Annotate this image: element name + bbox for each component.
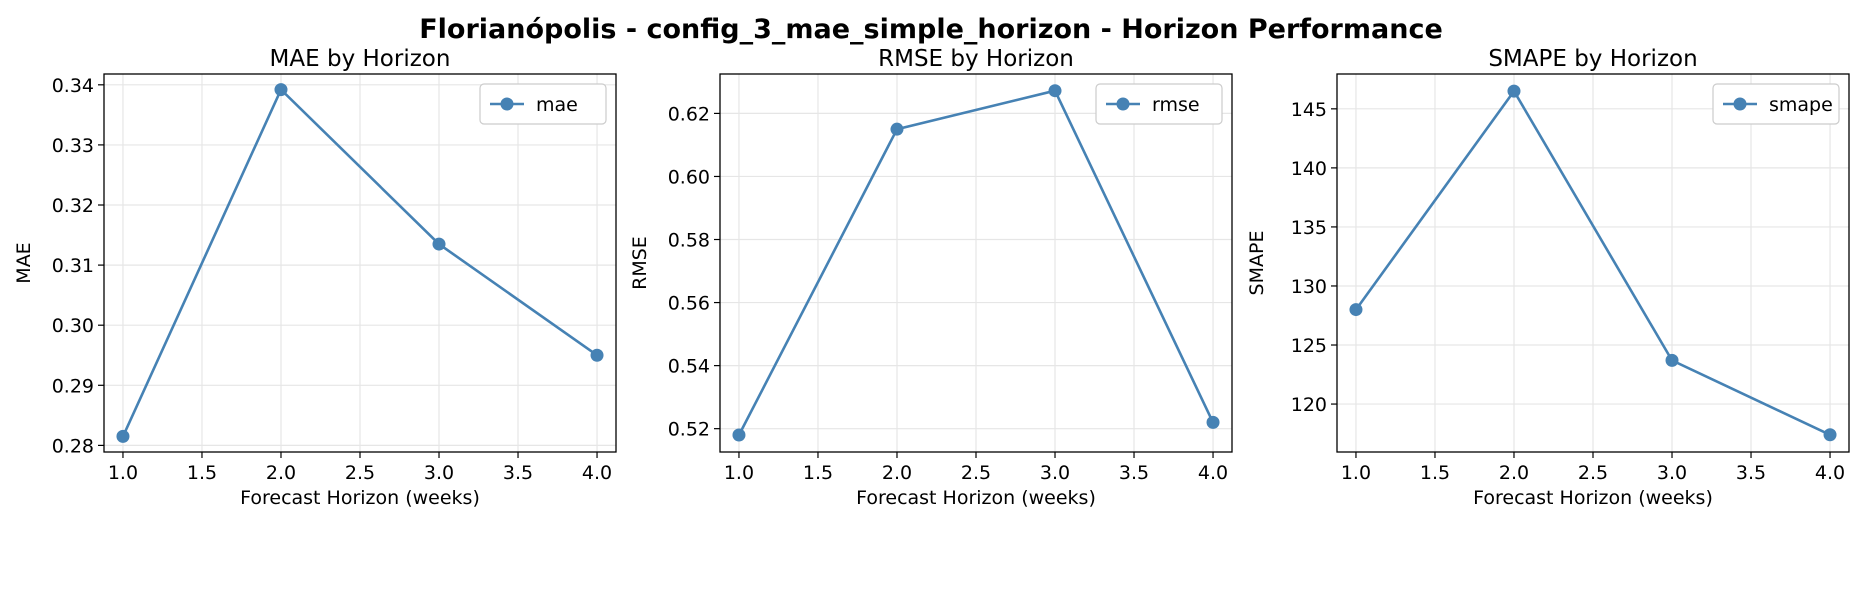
y-tick-label: 0.31	[52, 255, 94, 277]
y-axis-label: SMAPE	[1246, 231, 1268, 296]
x-tick-label: 3.0	[1040, 462, 1070, 484]
x-tick-label: 4.0	[1815, 462, 1845, 484]
chart-panel-1: 1.0 1.5 2.0 2.5 3.0 3.5 4.0 0.28 0.29 0.30 0.31 0.3…	[13, 46, 617, 509]
y-tick-label: 0.58	[668, 230, 710, 252]
x-tick-label: 1.0	[108, 462, 138, 484]
data-point	[1507, 84, 1521, 98]
series-line	[121, 87, 598, 437]
y-tick-label: 0.56	[668, 293, 710, 315]
legend: smape	[1712, 83, 1840, 125]
data-point	[1823, 428, 1837, 442]
x-tick-label: 4.0	[1198, 462, 1228, 484]
x-tick-label: 2.5	[345, 462, 375, 484]
data-point	[590, 348, 604, 362]
y-tick-label: 0.62	[668, 103, 710, 125]
y-tick-label: 135	[1291, 217, 1327, 239]
x-tick-label: 3.5	[503, 462, 533, 484]
legend: mae	[479, 83, 607, 125]
x-tick-label: 3.5	[1736, 462, 1766, 484]
data-point	[1349, 303, 1363, 317]
y-tick-label: 0.54	[668, 356, 710, 378]
y-tick-label: 0.28	[52, 435, 94, 457]
y-tick-label: 0.33	[52, 135, 94, 157]
y-tick-label: 0.32	[52, 195, 94, 217]
x-tick-label: 2.0	[882, 462, 912, 484]
x-tick-label: 4.0	[582, 462, 612, 484]
x-tick-label: 3.5	[1119, 462, 1149, 484]
panel-title: SMAPE by Horizon	[1488, 46, 1697, 72]
x-tick-label: 1.5	[1420, 462, 1450, 484]
legend-box	[1095, 83, 1223, 125]
data-point	[432, 237, 446, 251]
x-tick-label: 3.0	[424, 462, 454, 484]
y-tick-label: 0.29	[52, 375, 94, 397]
y-axis-label: RMSE	[629, 236, 651, 290]
chart-panel-2: 1.0 1.5 2.0 2.5 3.0 3.5 4.0 0.52 0.54 0.56 0.58 0.6…	[629, 46, 1233, 509]
panel-title: RMSE by Horizon	[878, 46, 1074, 72]
data-point	[116, 429, 130, 443]
legend-marker	[1733, 97, 1747, 111]
data-point	[1048, 84, 1062, 98]
data-point	[732, 428, 746, 442]
series-line	[1354, 88, 1831, 436]
y-tick-label: 130	[1291, 276, 1327, 298]
legend-marker	[1116, 97, 1130, 111]
legend-label: mae	[536, 94, 578, 116]
y-tick-label: 120	[1291, 394, 1327, 416]
x-tick-label: 1.5	[187, 462, 217, 484]
x-tick-label: 1.5	[803, 462, 833, 484]
y-tick-label: 145	[1291, 99, 1327, 121]
y-axis-label: MAE	[13, 242, 35, 283]
legend-box	[479, 83, 607, 125]
y-tick-label: 0.60	[668, 166, 710, 188]
x-tick-label: 2.0	[1499, 462, 1529, 484]
x-tick-label: 1.0	[1341, 462, 1371, 484]
y-tick-label: 140	[1291, 158, 1327, 180]
y-tick-label: 0.30	[52, 315, 94, 337]
figure-title: Florianópolis - config_3_mae_simple_hori…	[419, 14, 1443, 45]
x-tick-label: 2.5	[961, 462, 991, 484]
x-tick-label: 2.5	[1578, 462, 1608, 484]
data-point	[890, 122, 904, 136]
x-tick-label: 2.0	[266, 462, 296, 484]
y-tick-label: 125	[1291, 335, 1327, 357]
x-axis-label: Forecast Horizon (weeks)	[240, 487, 480, 509]
panel-title: MAE by Horizon	[270, 46, 451, 72]
x-axis-label: Forecast Horizon (weeks)	[856, 487, 1096, 509]
legend-label: smape	[1769, 94, 1833, 116]
x-tick-label: 1.0	[724, 462, 754, 484]
legend-box	[1712, 83, 1840, 125]
data-point	[1665, 353, 1679, 367]
legend-marker	[500, 97, 514, 111]
series-line	[737, 89, 1215, 436]
legend-label: rmse	[1152, 94, 1200, 116]
data-point	[274, 83, 288, 97]
y-tick-label: 0.34	[52, 75, 94, 97]
x-axis-label: Forecast Horizon (weeks)	[1473, 487, 1713, 509]
x-tick-label: 3.0	[1657, 462, 1687, 484]
y-tick-label: 0.52	[668, 419, 710, 441]
chart-panel-3: 1.0 1.5 2.0 2.5 3.0 3.5 4.0 120 125 130 135 140 145 S…	[1246, 46, 1850, 509]
legend: rmse	[1095, 83, 1223, 125]
data-point	[1206, 415, 1220, 429]
